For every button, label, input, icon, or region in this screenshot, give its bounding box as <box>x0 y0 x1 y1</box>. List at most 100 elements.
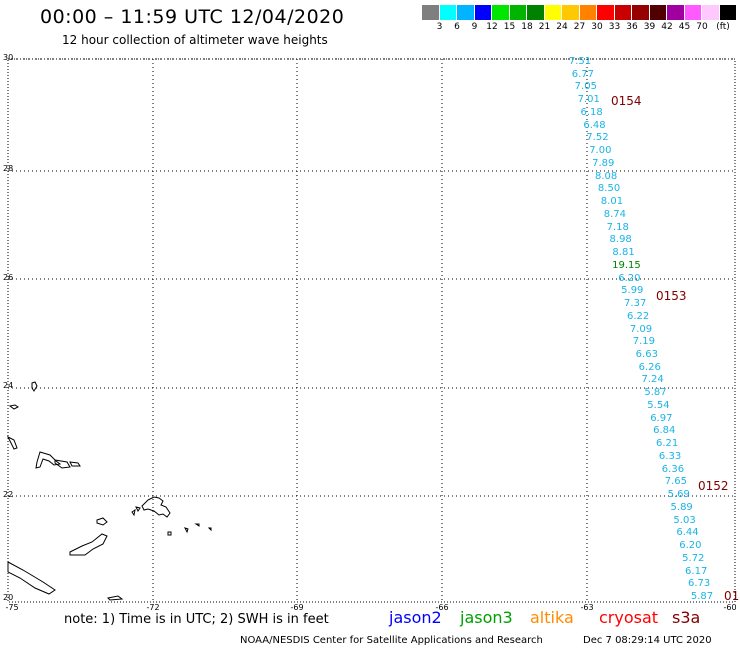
wave-height-label: 8.81 <box>612 247 635 259</box>
legend-swatch <box>457 5 475 20</box>
wave-height-label: 6.18 <box>580 106 603 118</box>
wave-height-label: 6.84 <box>653 425 676 437</box>
wave-height-label: 6.97 <box>650 412 673 424</box>
wave-height-label: 5.99 <box>621 285 644 297</box>
legend-swatch <box>492 5 510 20</box>
wave-height-label: 7.01 <box>577 94 600 106</box>
legend-label: 45 <box>678 22 691 32</box>
legend-label: 6 <box>454 22 460 32</box>
legend-swatch <box>474 5 492 20</box>
lat-lon-grid <box>8 58 735 602</box>
lon-label-69: -69 <box>290 603 304 612</box>
island-inagua <box>96 517 108 526</box>
legend-swatch <box>562 5 580 20</box>
legend-label: 12 <box>486 22 498 32</box>
legend-label: 70 <box>696 22 708 32</box>
legend-swatch <box>632 5 650 20</box>
legend-swatch <box>509 5 527 20</box>
island-turks <box>131 506 141 517</box>
wave-height-label: 6.44 <box>676 527 699 539</box>
island-caicos <box>141 496 171 518</box>
wave-height-label: 7.09 <box>629 323 653 335</box>
island-south <box>106 595 124 601</box>
island-small-4 <box>207 527 212 532</box>
wave-height-color-legend <box>422 5 737 20</box>
legend-label: 39 <box>643 22 656 32</box>
island-small-1 <box>167 531 172 536</box>
island-cat <box>6 435 18 450</box>
legend-swatch <box>614 5 632 20</box>
wave-height-label: 5.69 <box>667 489 690 501</box>
wave-height-label: 6.20 <box>618 272 641 284</box>
wave-height-label: 7.18 <box>606 221 629 233</box>
legend-label: 24 <box>556 22 568 32</box>
wave-height-label: 8.98 <box>609 234 632 246</box>
wave-height-label: 7.19 <box>632 336 656 348</box>
wave-height-label: 7.51 <box>568 56 592 67</box>
wave-height-label: 8.50 <box>597 183 621 195</box>
wave-height-label: 6.22 <box>626 310 650 322</box>
wave-height-label: 6.21 <box>656 438 679 450</box>
lat-label-26: 26 <box>3 273 14 282</box>
island-cuba-east <box>7 561 56 595</box>
legend-swatch <box>667 5 685 20</box>
wave-height-label: 5.54 <box>647 399 670 411</box>
satellite-jason2: jason2 <box>389 608 442 627</box>
lat-label-28: 28 <box>3 164 14 173</box>
wave-height-label: 8.74 <box>603 208 626 220</box>
wave-height-label: 5.72 <box>682 552 705 564</box>
wave-height-label: 6.73 <box>687 578 711 590</box>
legend-swatch <box>579 5 597 20</box>
pass-label-01: 01 <box>724 589 740 603</box>
satellite-altika: altika <box>530 608 574 627</box>
footer-timestamp: Dec 7 08:29:14 UTC 2020 <box>583 635 712 646</box>
lon-label-75: -75 <box>5 603 19 612</box>
legend-swatch <box>597 5 615 20</box>
legend-swatch <box>422 5 440 20</box>
pass-label-0154: 0154 <box>611 94 642 108</box>
island-crooked <box>69 461 81 467</box>
wave-height-label: 7.05 <box>574 81 597 93</box>
legend-swatch <box>439 5 457 20</box>
legend-swatch <box>702 5 720 20</box>
wave-height-label: 8.08 <box>595 170 618 182</box>
units-note: note: 1) Time is in UTC; 2) SWH is in fe… <box>64 612 329 627</box>
legend-swatch <box>684 5 702 20</box>
island-eleuthera <box>8 404 19 410</box>
lat-label-30: 30 <box>3 53 14 62</box>
legend-label: 18 <box>521 22 533 32</box>
satellite-jason3: jason3 <box>460 608 513 627</box>
island-exuma <box>35 451 62 469</box>
coastlines <box>6 381 212 601</box>
lat-label-22: 22 <box>3 490 14 499</box>
island-abaco <box>31 381 38 392</box>
island-long <box>54 459 71 469</box>
wave-height-label: 5.89 <box>670 501 693 513</box>
wave-height-label: 7.00 <box>589 145 612 157</box>
footer-credit: NOAA/NESDIS Center for Satellite Applica… <box>240 635 543 646</box>
lat-label-20: 20 <box>3 593 14 602</box>
wave-height-label: 6.77 <box>571 68 595 80</box>
wave-height-label: 6.20 <box>679 540 702 552</box>
island-hispaniola-nw <box>69 533 108 556</box>
wave-height-label: 7.65 <box>664 476 687 488</box>
wave-height-label: 5.87 <box>690 591 714 602</box>
lon-label-63: -63 <box>580 603 594 612</box>
wave-height-label: 8.01 <box>600 196 624 208</box>
wave-height-label: 6.48 <box>583 119 606 131</box>
lon-label-72: -72 <box>146 603 160 612</box>
legend-label: 30 <box>591 22 603 32</box>
satellite-s3a: s3a <box>672 608 701 627</box>
wave-height-label: 7.37 <box>624 298 647 310</box>
pass-label-0152: 0152 <box>698 479 729 493</box>
island-small-2 <box>184 527 189 534</box>
wave-height-label: 6.63 <box>635 348 658 360</box>
legend-label: 36 <box>626 22 638 32</box>
wave-height-label: 6.36 <box>661 463 685 475</box>
legend-label: 9 <box>471 22 478 32</box>
wave-height-label: 7.52 <box>586 132 609 144</box>
legend-label: 27 <box>573 22 586 32</box>
map-frame <box>7 58 736 603</box>
wave-height-label: 6.26 <box>638 361 661 373</box>
wave-height-label: 6.33 <box>658 450 682 462</box>
